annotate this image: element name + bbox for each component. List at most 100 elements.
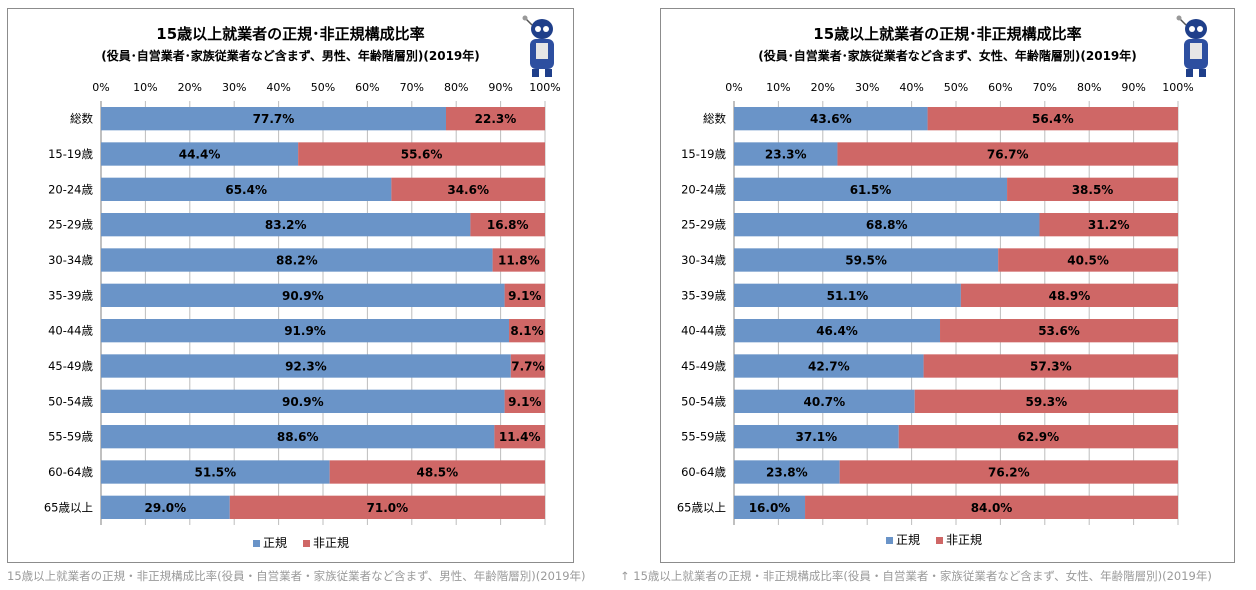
bar-nonregular — [914, 389, 1178, 413]
data-label-nonregular: 7.7% — [511, 360, 544, 374]
data-label-nonregular: 22.3% — [475, 112, 517, 126]
data-label-regular: 29.0% — [145, 501, 187, 515]
data-label-nonregular: 84.0% — [971, 501, 1013, 515]
data-label-regular: 88.6% — [277, 430, 319, 444]
category-label: 20-24歳 — [681, 182, 726, 196]
bar-nonregular — [229, 495, 545, 519]
data-label-regular: 44.4% — [179, 148, 221, 162]
x-tick-label: 10% — [766, 81, 790, 94]
data-label-nonregular: 9.1% — [508, 395, 541, 409]
x-tick-label: 60% — [988, 81, 1012, 94]
bar-regular — [101, 425, 495, 449]
bar-regular — [101, 389, 505, 413]
data-label-nonregular: 56.4% — [1032, 112, 1074, 126]
data-label-nonregular: 48.9% — [1049, 289, 1091, 303]
mascot-icon — [522, 15, 554, 77]
bar-nonregular — [1007, 177, 1178, 201]
category-label: 30-34歳 — [48, 253, 93, 267]
legend-label-nonregular: 非正規 — [313, 535, 349, 550]
category-label: 50-54歳 — [681, 394, 726, 408]
data-label-nonregular: 48.5% — [417, 466, 459, 480]
bar-regular — [101, 283, 505, 307]
category-label: 55-59歳 — [681, 430, 726, 444]
chart-panel-male: 15歳以上就業者の正規･非正規構成比率 (役員･自営業者･家族従業者など含まず、… — [7, 8, 574, 563]
x-tick-label: 0% — [92, 81, 109, 94]
bar-regular — [101, 354, 511, 378]
category-label: 45-49歳 — [681, 359, 726, 373]
bar-nonregular — [1039, 213, 1178, 237]
category-label: 25-29歳 — [681, 218, 726, 232]
bar-nonregular — [510, 354, 545, 378]
bar-regular — [734, 107, 928, 131]
data-label-regular: 46.4% — [816, 324, 858, 338]
bar-regular — [101, 213, 471, 237]
chart-subtitle: (役員･自営業者･家族従業者など含まず、女性、年齢階層別)(2019年) — [758, 49, 1137, 63]
bar-regular — [734, 495, 806, 519]
data-label-regular: 91.9% — [284, 324, 326, 338]
bar-regular — [101, 107, 446, 131]
bar-regular — [101, 142, 299, 166]
bar-regular — [734, 177, 1008, 201]
x-tick-label: 80% — [444, 81, 468, 94]
category-label: 65歳以上 — [44, 500, 93, 514]
data-label-nonregular: 40.5% — [1067, 254, 1109, 268]
data-label-regular: 61.5% — [850, 183, 892, 197]
bar-nonregular — [504, 389, 545, 413]
x-tick-label: 50% — [311, 81, 335, 94]
category-label: 35-39歳 — [48, 288, 93, 302]
bar-regular — [734, 425, 899, 449]
bar-nonregular — [960, 283, 1178, 307]
data-label-nonregular: 9.1% — [508, 289, 541, 303]
bar-regular — [101, 460, 330, 484]
bar-regular — [101, 248, 493, 272]
x-tick-label: 100% — [1162, 81, 1193, 94]
bar-regular — [734, 248, 999, 272]
x-tick-label: 90% — [1121, 81, 1145, 94]
bar-nonregular — [923, 354, 1178, 378]
data-label-nonregular: 71.0% — [367, 501, 409, 515]
bar-nonregular — [805, 495, 1178, 519]
data-label-nonregular: 76.2% — [988, 466, 1030, 480]
category-label: 45-49歳 — [48, 359, 93, 373]
data-label-nonregular: 11.8% — [498, 254, 540, 268]
data-label-regular: 43.6% — [810, 112, 852, 126]
legend-swatch-regular — [886, 537, 893, 544]
bar-regular — [734, 460, 840, 484]
bar-nonregular — [329, 460, 545, 484]
bar-regular — [734, 319, 941, 343]
category-label: 25-29歳 — [48, 218, 93, 232]
x-tick-label: 80% — [1077, 81, 1101, 94]
chart-title: 15歳以上就業者の正規･非正規構成比率 — [156, 25, 425, 43]
bar-regular — [101, 495, 230, 519]
chart-title: 15歳以上就業者の正規･非正規構成比率 — [813, 25, 1082, 43]
legend-label-regular: 正規 — [263, 535, 287, 550]
data-label-regular: 92.3% — [285, 360, 327, 374]
legend-swatch-regular — [253, 540, 260, 547]
bar-nonregular — [504, 283, 545, 307]
data-label-nonregular: 31.2% — [1088, 218, 1130, 232]
category-label: 50-54歳 — [48, 394, 93, 408]
bar-nonregular — [492, 248, 545, 272]
data-label-regular: 77.7% — [253, 112, 295, 126]
category-label: 40-44歳 — [681, 324, 726, 338]
bar-nonregular — [494, 425, 545, 449]
data-label-regular: 37.1% — [796, 430, 838, 444]
category-label: 30-34歳 — [681, 253, 726, 267]
bar-nonregular — [509, 319, 545, 343]
chart-subtitle: (役員･自営業者･家族従業者など含まず、男性、年齢階層別)(2019年) — [101, 49, 480, 63]
bar-regular — [734, 283, 961, 307]
bar-regular — [734, 213, 1040, 237]
bar-regular — [101, 177, 392, 201]
category-label: 40-44歳 — [48, 324, 93, 338]
data-label-nonregular: 11.4% — [499, 430, 541, 444]
data-label-regular: 68.8% — [866, 218, 908, 232]
category-label: 60-64歳 — [48, 465, 93, 479]
data-label-nonregular: 8.1% — [510, 324, 543, 338]
x-tick-label: 20% — [178, 81, 202, 94]
bar-regular — [101, 319, 510, 343]
category-label: 60-64歳 — [681, 465, 726, 479]
chart-plot: 0% 10% 20% 30% 40% 50% 60% 70% 80% 90% 100% 総数 77.7%… — [44, 81, 561, 550]
bar-nonregular — [998, 248, 1178, 272]
x-tick-label: 0% — [725, 81, 742, 94]
data-label-nonregular: 76.7% — [987, 148, 1029, 162]
